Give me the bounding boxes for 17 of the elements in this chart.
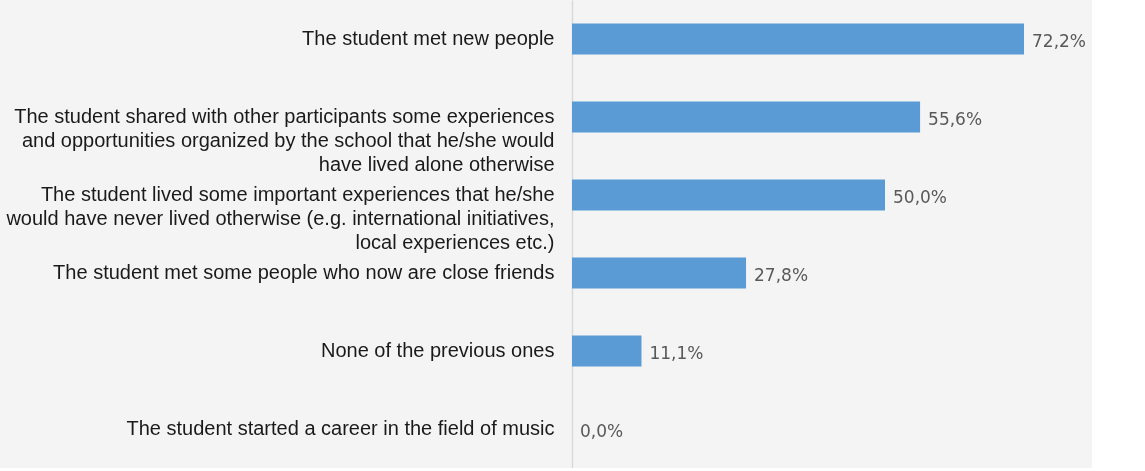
data-label: 27,8% — [754, 265, 809, 285]
data-label: 55,6% — [928, 109, 983, 129]
data-label: 0,0% — [580, 421, 624, 441]
y-tick-label: The student lived some important experiences that he/she would have never lived otherwise (e.g. international initiatives, local experiences etc.) — [5, 183, 555, 253]
y-tick-label: The student shared with other participants some experiences and opportunities organized by the school that he/she would have lived alone otherwise — [14, 105, 555, 175]
data-label: 11,1% — [649, 343, 704, 363]
bar — [572, 257, 747, 289]
y-tick-label: The student met new people — [302, 27, 555, 49]
data-label: 50,0% — [893, 187, 948, 207]
y-tick-label: The student started a career in the field of music — [126, 417, 555, 439]
y-tick-label: None of the previous ones — [321, 339, 555, 361]
bar — [572, 335, 642, 367]
data-label: 72,2% — [1032, 31, 1087, 51]
bar — [572, 179, 886, 211]
bar — [572, 23, 1024, 55]
bar — [572, 101, 921, 133]
y-tick-label: The student met some people who now are close friends — [53, 261, 555, 283]
